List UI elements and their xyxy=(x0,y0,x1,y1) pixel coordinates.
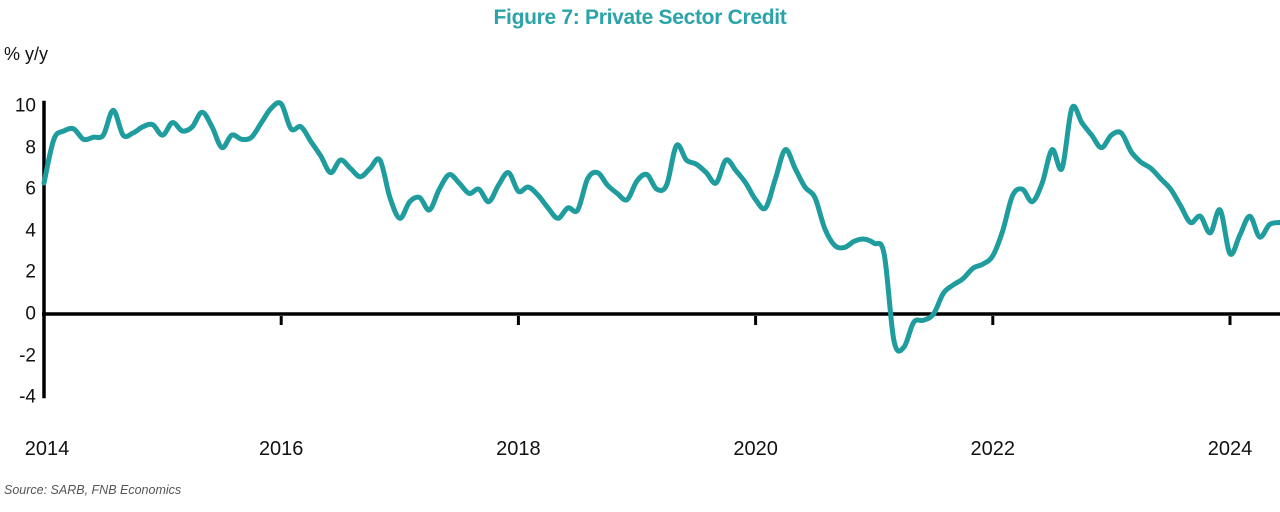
y-tick-label: -2 xyxy=(19,345,36,367)
x-tick-label: 2022 xyxy=(970,438,1016,460)
y-tick-label: -4 xyxy=(19,386,36,408)
credit-series-line xyxy=(41,100,1280,354)
chart-title: Figure 7: Private Sector Credit xyxy=(493,6,787,29)
x-tick-label: 2014 xyxy=(24,438,70,460)
x-tick-label: 2020 xyxy=(733,438,778,460)
x-tick-label: 2016 xyxy=(258,438,304,460)
x-tick-label: 2024 xyxy=(1207,438,1253,460)
y-tick-label: 2 xyxy=(25,261,36,283)
y-axis-unit-label: % y/y xyxy=(4,44,49,64)
source-note: Source: SARB, FNB Economics xyxy=(4,483,182,497)
y-tick-label: 0 xyxy=(25,303,36,325)
y-tick-label: 8 xyxy=(25,137,36,159)
y-tick-label: 4 xyxy=(25,220,36,242)
x-tick-label: 2018 xyxy=(496,438,541,460)
y-tick-label: 10 xyxy=(14,95,36,117)
y-tick-label: 6 xyxy=(25,178,36,200)
